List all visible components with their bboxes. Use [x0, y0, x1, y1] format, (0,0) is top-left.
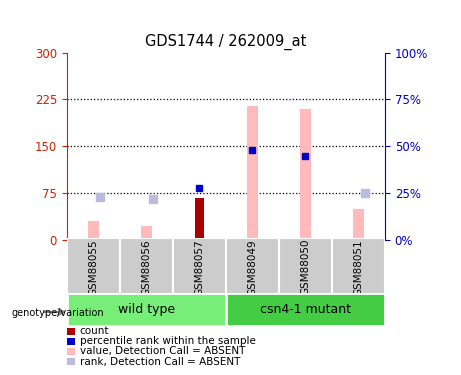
Text: percentile rank within the sample: percentile rank within the sample	[80, 336, 256, 346]
Bar	[67, 292, 226, 326]
Text: rank, Detection Call = ABSENT: rank, Detection Call = ABSENT	[80, 357, 240, 366]
Bar	[67, 238, 120, 296]
Text: count: count	[80, 326, 109, 336]
Text: wild type: wild type	[118, 303, 175, 316]
Bar	[226, 292, 385, 326]
Text: GSM88055: GSM88055	[89, 239, 98, 296]
Bar	[332, 238, 385, 296]
Text: value, Detection Call = ABSENT: value, Detection Call = ABSENT	[80, 346, 245, 356]
Bar	[279, 238, 332, 296]
Text: GSM88049: GSM88049	[248, 239, 257, 296]
Bar	[195, 198, 204, 240]
Text: GSM88057: GSM88057	[195, 239, 204, 296]
Bar	[141, 226, 152, 240]
Bar	[353, 209, 364, 240]
Text: GSM88051: GSM88051	[354, 239, 363, 296]
Bar	[173, 238, 226, 296]
Bar	[226, 238, 279, 296]
Text: csn4-1 mutant: csn4-1 mutant	[260, 303, 351, 316]
Text: genotype/variation: genotype/variation	[12, 308, 104, 318]
Bar	[88, 221, 99, 240]
Text: GSM88050: GSM88050	[301, 239, 310, 296]
Title: GDS1744 / 262009_at: GDS1744 / 262009_at	[145, 33, 307, 50]
Text: GSM88056: GSM88056	[142, 239, 151, 296]
Bar	[300, 109, 311, 240]
Bar	[247, 106, 258, 240]
Bar	[120, 238, 173, 296]
